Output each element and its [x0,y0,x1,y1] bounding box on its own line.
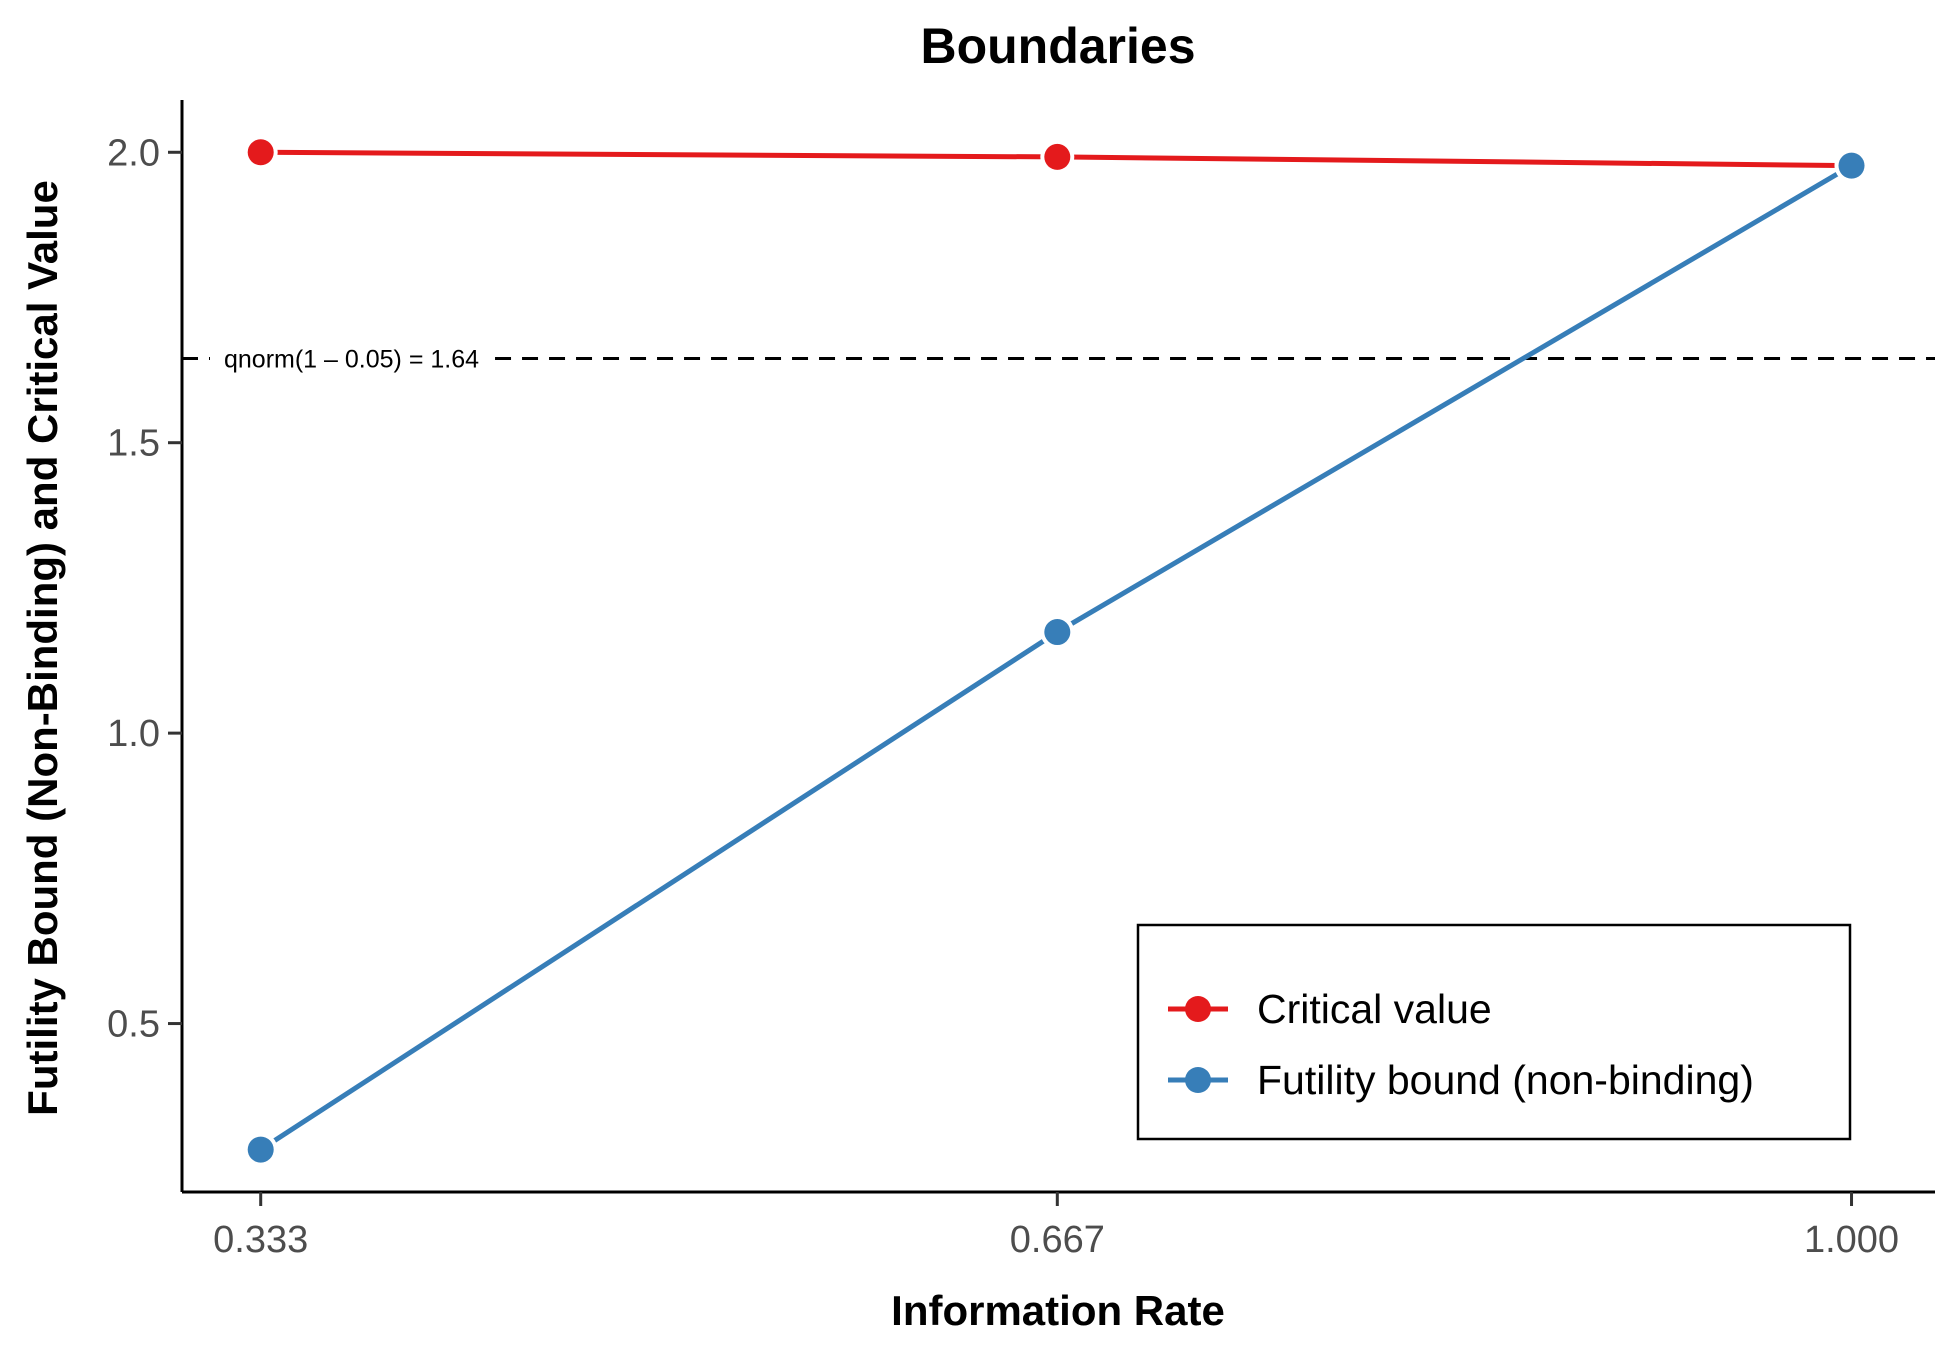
x-tick-label: 0.333 [213,1219,308,1261]
legend-marker-futility [1185,1067,1211,1093]
point-futility [247,1136,274,1163]
point-critical [1044,143,1071,170]
legend-label-futility: Futility bound (non-binding) [1257,1057,1754,1103]
series-line-futility [1056,163,1853,635]
y-tick-label: 0.5 [107,1004,160,1046]
y-tick-label: 2.0 [107,132,160,174]
reference-line-label: qnorm(1 – 0.05) = 1.64 [224,346,479,374]
point-futility [1838,152,1865,179]
point-futility [1044,619,1071,646]
y-axis-title: Futility Bound (Non-Binding) and Critica… [19,180,66,1116]
y-tick-label: 1.0 [107,713,160,755]
chart-title: Boundaries [920,18,1195,74]
series-line-futility [259,629,1059,1152]
legend-marker-critical [1185,996,1211,1022]
x-axis-title: Information Rate [891,1287,1225,1334]
y-tick-label: 1.5 [107,423,160,465]
x-tick-label: 0.667 [1010,1219,1105,1261]
legend-label-critical: Critical value [1257,986,1492,1032]
legend: Critical value Futility bound (non-bindi… [1136,923,1852,1141]
x-tick-label: 1.000 [1804,1219,1899,1261]
legend-box [1136,923,1852,1141]
series-line-critical [260,149,1058,160]
series-line-critical [1057,154,1852,169]
point-critical [247,139,274,166]
